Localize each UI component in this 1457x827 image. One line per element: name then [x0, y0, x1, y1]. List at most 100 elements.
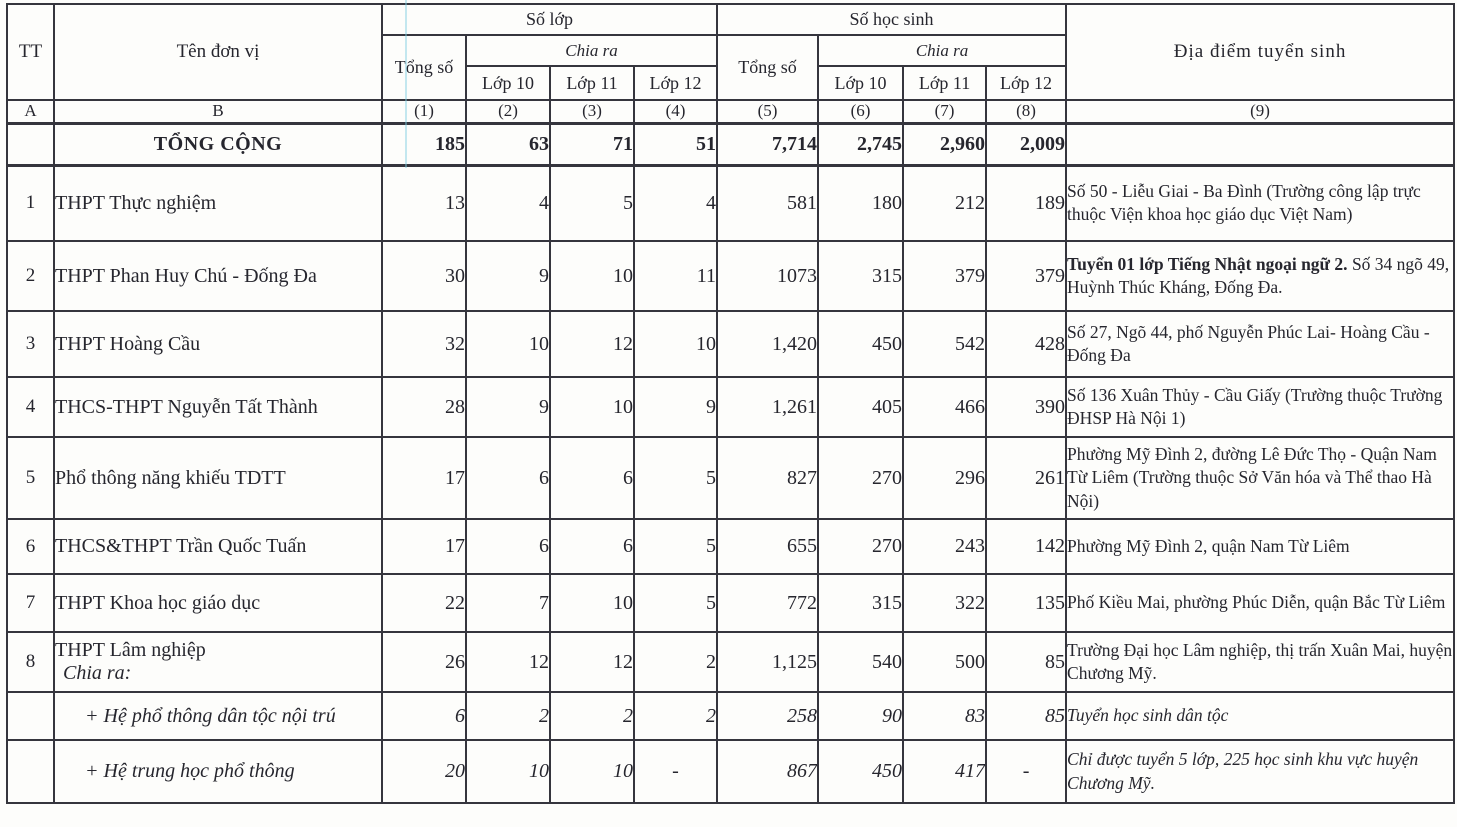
- cell-tt: 3: [6, 310, 55, 378]
- header-classes-total: Tổng số: [381, 34, 467, 101]
- header-students-chia-ra: Chia ra: [817, 34, 1068, 67]
- header-students-grade12: Lớp 12: [985, 65, 1068, 101]
- cell-students-total: 772: [716, 573, 820, 633]
- cell-students-g11: 296: [902, 436, 988, 520]
- cell-classes-g11: 6: [549, 436, 635, 520]
- table-row: 3 THPT Hoàng Cầu 32 10 12 10 1,420 450 5…: [6, 310, 1456, 378]
- cell-tt: 4: [6, 376, 55, 438]
- cell-students-g11: 2,960: [902, 122, 988, 167]
- cell-classes-g12: 11: [632, 240, 719, 312]
- cell-classes-total: 30: [381, 240, 467, 312]
- cell-students-g10: 315: [817, 240, 905, 312]
- cell-students-g12: 379: [985, 240, 1068, 312]
- cell-classes-g10: 6: [465, 436, 551, 520]
- cell-classes-total: 185: [381, 122, 467, 167]
- cell-classes-g11: 10: [549, 240, 635, 312]
- cell-location: Số 136 Xuân Thủy - Cầu Giấy (Trường thuộ…: [1065, 376, 1456, 438]
- cell-students-g10: 315: [817, 573, 905, 633]
- column-code: (3): [549, 99, 635, 125]
- header-students-group: Số học sinh: [716, 3, 1068, 36]
- cell-classes-g10: 63: [465, 122, 551, 167]
- cell-classes-g12: 5: [632, 573, 719, 633]
- header-classes-group: Số lớp: [380, 3, 719, 36]
- cell-unit-name: THCS-THPT Nguyễn Tất Thành: [53, 376, 383, 438]
- sub-row: + Hệ phổ thông dân tộc nội trú 6 2 2 2 2…: [6, 691, 1456, 741]
- cell-students-total: 1,125: [716, 631, 820, 693]
- cell-location: Chỉ được tuyển 5 lớp, 225 học sinh khu v…: [1065, 739, 1456, 804]
- cell-tt: 2: [6, 240, 55, 312]
- column-code: (1): [381, 99, 467, 125]
- cell-students-total: 655: [716, 518, 820, 575]
- cell-students-g10: 450: [817, 310, 905, 378]
- cell-classes-total: 32: [381, 310, 467, 378]
- cell-tt: 5: [6, 436, 55, 520]
- cell-unit-name: + Hệ trung học phổ thông: [53, 739, 383, 804]
- cell-students-g11: 417: [902, 739, 988, 804]
- cell-location: Tuyển học sinh dân tộc: [1065, 691, 1456, 741]
- cell-tt: [6, 691, 55, 741]
- cell-classes-g12: 5: [632, 436, 719, 520]
- cell-classes-g11: 12: [549, 310, 635, 378]
- cell-students-g10: 270: [817, 436, 905, 520]
- cell-tt: 6: [6, 518, 55, 575]
- cell-location: Số 27, Ngõ 44, phố Nguyễn Phúc Lai- Hoàn…: [1065, 310, 1456, 378]
- cell-classes-total: 17: [381, 518, 467, 575]
- column-code-row: A B (1) (2) (3) (4) (5) (6) (7) (8) (9): [6, 99, 1456, 125]
- cell-classes-g11: 5: [549, 164, 635, 242]
- header-classes-grade10: Lớp 10: [465, 65, 551, 101]
- cell-tt: 8: [6, 631, 55, 693]
- cell-students-g12: 390: [985, 376, 1068, 438]
- cell-classes-g11: 12: [549, 631, 635, 693]
- cell-students-g11: 212: [902, 164, 988, 242]
- column-code: A: [6, 99, 55, 125]
- table-row: 8 THPT Lâm nghiệp Chia ra: 26 12 12 2 1,1…: [6, 631, 1456, 693]
- cell-students-g10: 540: [817, 631, 905, 693]
- column-code: (6): [817, 99, 905, 125]
- cell-tt: 1: [6, 164, 55, 242]
- cell-students-g11: 466: [902, 376, 988, 438]
- cell-students-g10: 450: [817, 739, 905, 804]
- cell-classes-g12: 4: [632, 164, 719, 242]
- cell-students-g12: 85: [985, 631, 1068, 693]
- grand-total-label: TỔNG CỘNG: [53, 122, 383, 167]
- cell-classes-total: 28: [381, 376, 467, 438]
- cell-classes-total: 22: [381, 573, 467, 633]
- cell-students-g12: 2,009: [985, 122, 1068, 167]
- header-row-breakdown: Tổng số Chia ra Tổng số Chia ra: [7, 34, 1454, 101]
- cell-location: Phường Mỹ Đình 2, đường Lê Đức Thọ - Quậ…: [1065, 436, 1456, 520]
- enrollment-table: TT Tên đơn vị Số lớp Số học sinh Địa điể…: [6, 3, 1456, 804]
- header-students-grade11: Lớp 11: [902, 65, 988, 101]
- cell-students-g11: 500: [902, 631, 988, 693]
- cell-students-g11: 83: [902, 691, 988, 741]
- cell-location: Trường Đại học Lâm nghiệp, thị trấn Xuân…: [1065, 631, 1456, 693]
- cell-students-g12: 261: [985, 436, 1068, 520]
- cell-classes-g12: -: [632, 739, 719, 804]
- header-students-total: Tổng số: [716, 34, 820, 101]
- column-code: (9): [1065, 99, 1456, 125]
- cell-students-g10: 270: [817, 518, 905, 575]
- cell-classes-g10: 9: [465, 376, 551, 438]
- cell-students-g12: 135: [985, 573, 1068, 633]
- cell-students-total: 581: [716, 164, 820, 242]
- cell-classes-g10: 12: [465, 631, 551, 693]
- cell-unit-name: Phổ thông năng khiếu TDTT: [53, 436, 383, 520]
- cell-classes-total: 13: [381, 164, 467, 242]
- table-row: 4 THCS-THPT Nguyễn Tất Thành 28 9 10 9 1…: [6, 376, 1456, 438]
- column-code: B: [53, 99, 383, 125]
- header-students-grade10: Lớp 10: [817, 65, 905, 101]
- cell-classes-total: 20: [381, 739, 467, 804]
- header-classes-chia-ra: Chia ra: [464, 34, 719, 67]
- cell-location: [1065, 122, 1456, 167]
- cell-location: Số 50 - Liễu Giai - Ba Đình (Trường công…: [1065, 164, 1456, 242]
- cell-classes-g11: 6: [549, 518, 635, 575]
- column-code: (7): [902, 99, 988, 125]
- cell-students-total: 258: [716, 691, 820, 741]
- cell-unit-name: THPT Thực nghiệm: [53, 164, 383, 242]
- cell-classes-g12: 51: [632, 122, 719, 167]
- column-code: (2): [465, 99, 551, 125]
- cell-students-g12: 189: [985, 164, 1068, 242]
- cell-classes-g10: 4: [465, 164, 551, 242]
- column-code: (8): [985, 99, 1068, 125]
- cell-students-total: 867: [716, 739, 820, 804]
- sub-row: + Hệ trung học phổ thông 20 10 10 - 867 …: [6, 739, 1456, 804]
